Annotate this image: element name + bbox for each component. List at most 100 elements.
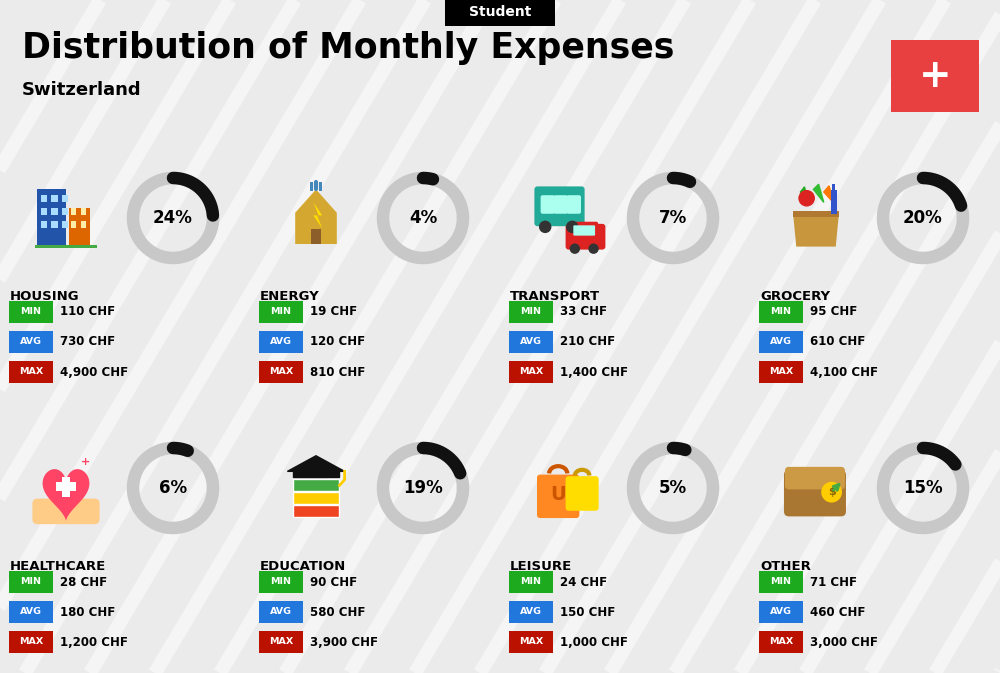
FancyBboxPatch shape [759, 331, 803, 353]
Text: ENERGY: ENERGY [260, 290, 320, 303]
FancyBboxPatch shape [541, 195, 555, 214]
Circle shape [566, 221, 578, 233]
Text: 460 CHF: 460 CHF [810, 606, 865, 618]
FancyBboxPatch shape [759, 601, 803, 623]
Text: AVG: AVG [270, 337, 292, 347]
Text: AVG: AVG [20, 608, 42, 616]
Text: +: + [919, 57, 951, 95]
FancyBboxPatch shape [784, 470, 846, 516]
Text: 24 CHF: 24 CHF [560, 575, 607, 588]
FancyBboxPatch shape [537, 474, 579, 518]
FancyBboxPatch shape [9, 301, 53, 323]
Text: MIN: MIN [520, 577, 542, 586]
FancyBboxPatch shape [509, 331, 553, 353]
FancyBboxPatch shape [509, 631, 553, 653]
Text: 210 CHF: 210 CHF [560, 336, 615, 349]
Text: AVG: AVG [270, 608, 292, 616]
Text: 4,900 CHF: 4,900 CHF [60, 365, 128, 378]
Text: MIN: MIN [270, 577, 291, 586]
Text: MIN: MIN [770, 577, 792, 586]
FancyBboxPatch shape [759, 301, 803, 323]
Bar [71, 208, 76, 215]
Text: 610 CHF: 610 CHF [810, 336, 865, 349]
FancyBboxPatch shape [259, 331, 303, 353]
Polygon shape [43, 469, 89, 521]
Text: 24%: 24% [153, 209, 193, 227]
Bar [832, 184, 835, 190]
Polygon shape [813, 184, 824, 203]
Bar [831, 190, 837, 214]
Text: AVG: AVG [770, 337, 792, 347]
Text: 90 CHF: 90 CHF [310, 575, 357, 588]
Bar [293, 505, 339, 517]
FancyBboxPatch shape [566, 224, 605, 250]
Bar [56, 483, 76, 491]
FancyBboxPatch shape [571, 221, 598, 237]
FancyBboxPatch shape [759, 361, 803, 383]
Text: 150 CHF: 150 CHF [560, 606, 615, 618]
Polygon shape [793, 214, 839, 246]
Text: MAX: MAX [769, 367, 793, 376]
Text: 180 CHF: 180 CHF [60, 606, 115, 618]
Text: 1,400 CHF: 1,400 CHF [560, 365, 628, 378]
Bar [81, 221, 86, 228]
Bar [69, 207, 90, 246]
Text: 19 CHF: 19 CHF [310, 306, 357, 318]
Text: MAX: MAX [519, 637, 543, 647]
Text: 580 CHF: 580 CHF [310, 606, 365, 618]
Bar [71, 221, 76, 228]
Circle shape [798, 190, 815, 207]
Bar [311, 229, 321, 244]
Text: +: + [81, 457, 90, 467]
Bar [293, 492, 339, 503]
Text: 19%: 19% [403, 479, 443, 497]
FancyBboxPatch shape [891, 40, 979, 112]
Bar [81, 208, 86, 215]
Text: AVG: AVG [520, 337, 542, 347]
Text: HOUSING: HOUSING [10, 290, 80, 303]
Text: AVG: AVG [520, 608, 542, 616]
Bar [41, 208, 47, 215]
Text: MAX: MAX [769, 637, 793, 647]
Text: 110 CHF: 110 CHF [60, 306, 115, 318]
FancyBboxPatch shape [759, 631, 803, 653]
Text: 4%: 4% [409, 209, 437, 227]
FancyBboxPatch shape [259, 631, 303, 653]
Polygon shape [293, 470, 339, 476]
FancyBboxPatch shape [9, 631, 53, 653]
Text: 71 CHF: 71 CHF [810, 575, 857, 588]
FancyBboxPatch shape [9, 601, 53, 623]
Text: 810 CHF: 810 CHF [310, 365, 365, 378]
Text: HEALTHCARE: HEALTHCARE [10, 560, 106, 573]
FancyBboxPatch shape [445, 0, 555, 26]
FancyBboxPatch shape [573, 225, 595, 236]
Bar [51, 208, 58, 215]
Text: 15%: 15% [903, 479, 943, 497]
FancyBboxPatch shape [509, 361, 553, 383]
Circle shape [821, 482, 842, 503]
Text: AVG: AVG [20, 337, 42, 347]
Text: 6%: 6% [159, 479, 187, 497]
FancyBboxPatch shape [509, 601, 553, 623]
Polygon shape [824, 186, 834, 203]
Text: MAX: MAX [19, 637, 43, 647]
Bar [62, 195, 68, 203]
FancyBboxPatch shape [259, 301, 303, 323]
Bar [310, 182, 313, 191]
Text: 3,900 CHF: 3,900 CHF [310, 635, 378, 649]
FancyBboxPatch shape [567, 195, 581, 214]
Circle shape [539, 221, 551, 233]
Text: 33 CHF: 33 CHF [560, 306, 607, 318]
Bar [51, 221, 58, 228]
Bar [62, 221, 68, 228]
Bar [35, 244, 97, 248]
Text: 3,000 CHF: 3,000 CHF [810, 635, 878, 649]
Text: EDUCATION: EDUCATION [260, 560, 346, 573]
Text: MAX: MAX [269, 637, 293, 647]
Text: MIN: MIN [21, 308, 42, 316]
Text: 120 CHF: 120 CHF [310, 336, 365, 349]
FancyBboxPatch shape [534, 186, 585, 226]
Bar [51, 195, 58, 203]
Bar [293, 479, 339, 491]
Text: U: U [550, 485, 566, 503]
